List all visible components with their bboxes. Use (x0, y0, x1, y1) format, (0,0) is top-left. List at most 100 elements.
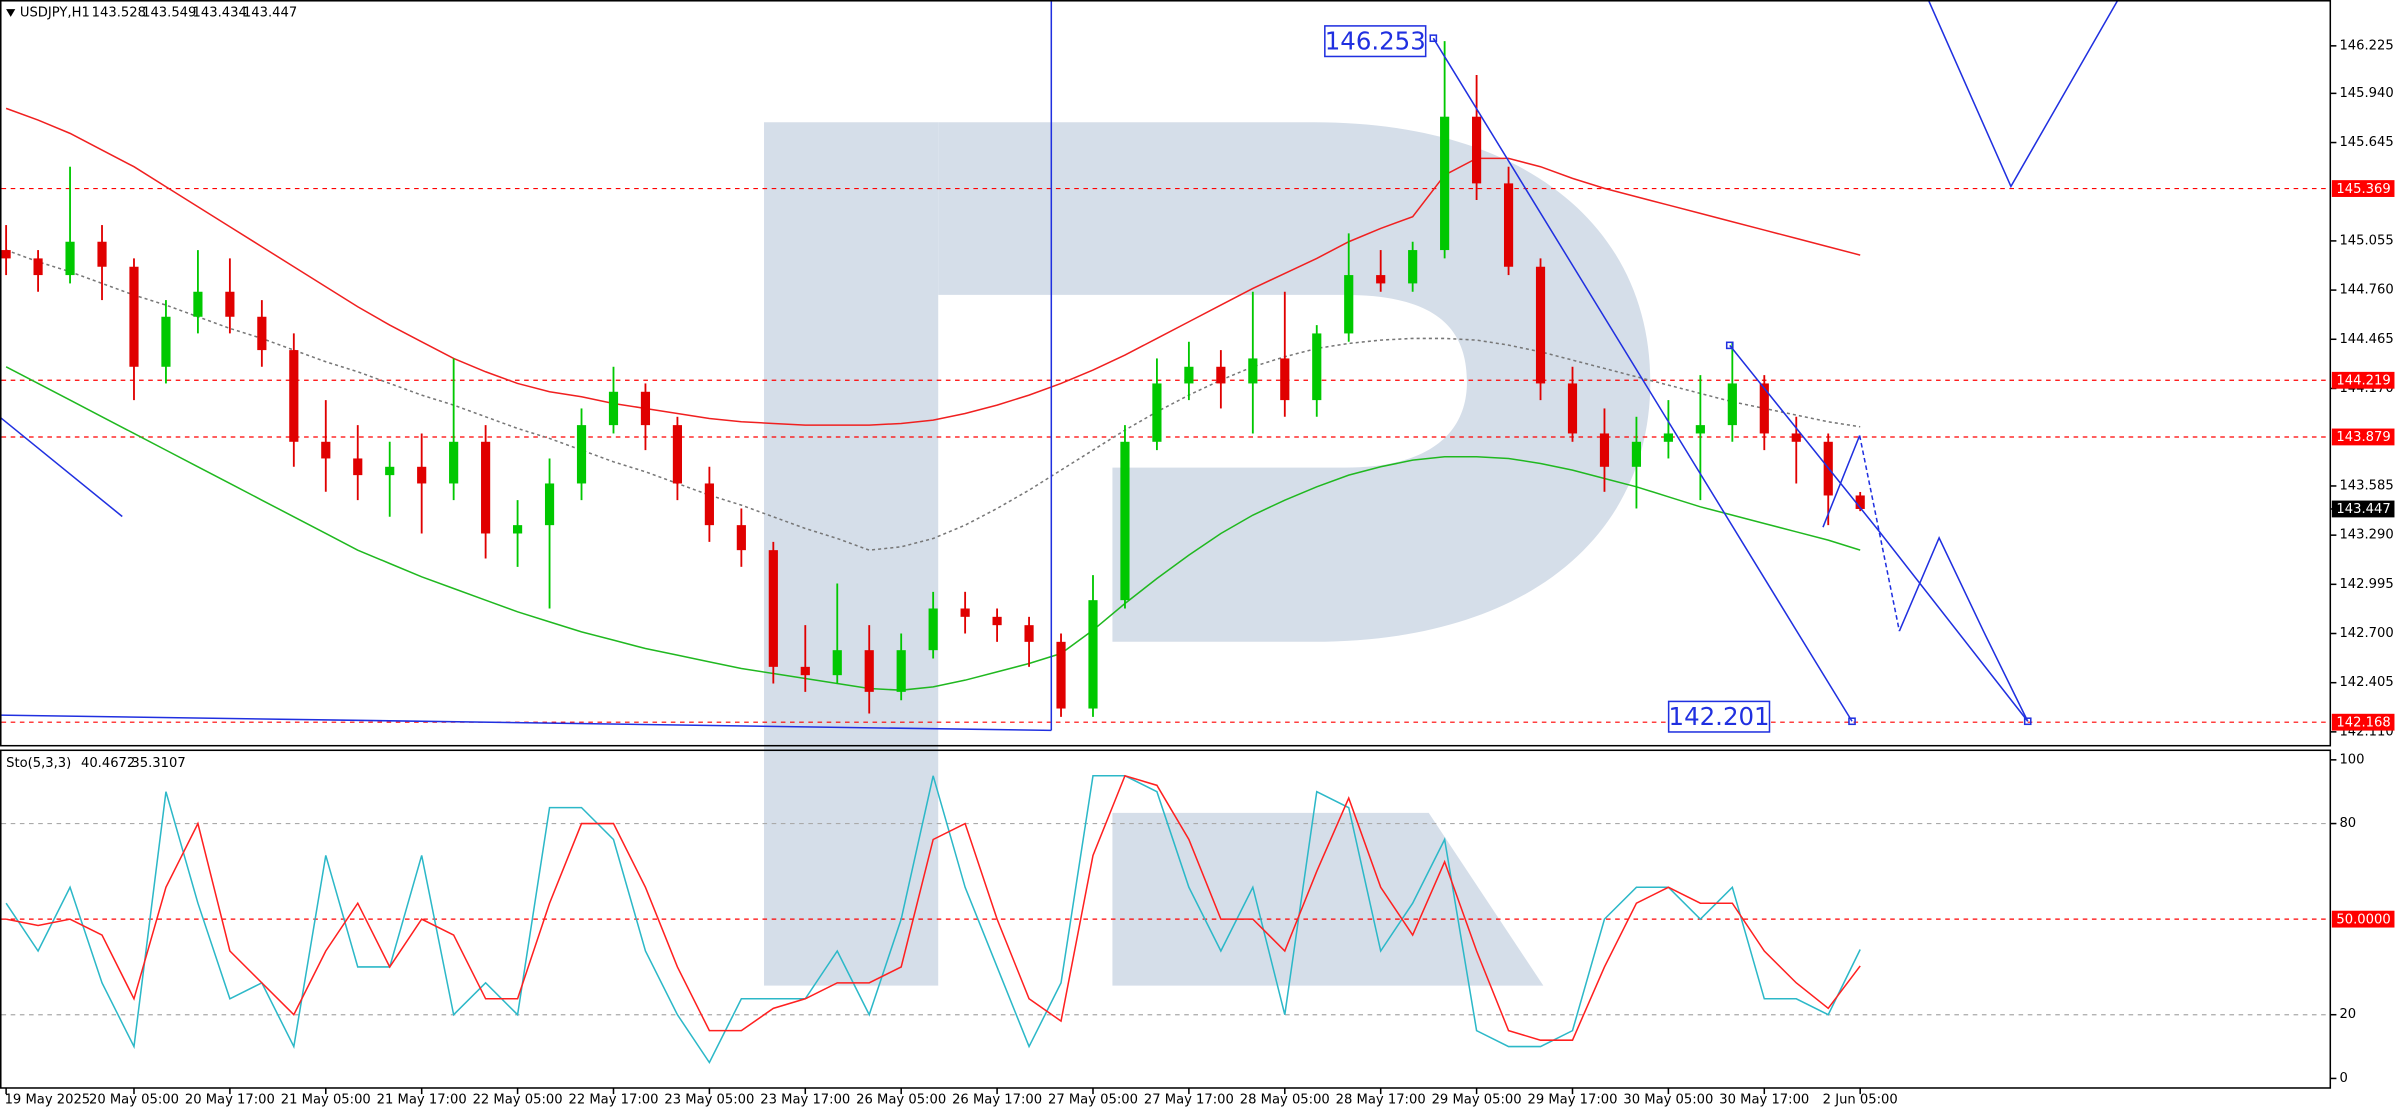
y-tick-label: 146.225 (2339, 38, 2393, 53)
trend-line (0, 714, 1052, 732)
y-tick-label: 144.465 (2339, 332, 2393, 347)
x-tick-label: 19 May 2025 (5, 1093, 91, 1108)
candle-body (1248, 358, 1258, 384)
candle-body (193, 291, 203, 317)
candle-body (33, 258, 43, 276)
y-tick-label: 143.290 (2339, 528, 2393, 543)
x-tick-label: 23 May 17:00 (760, 1093, 850, 1108)
indicator-title: Sto(5,3,3) (6, 756, 71, 771)
price-annotation-box (1324, 25, 1427, 58)
candle-body (1, 250, 11, 259)
ohlc-high: 143.549 (142, 5, 196, 20)
candle-body (1184, 366, 1194, 384)
x-tick-label: 27 May 05:00 (1048, 1093, 1138, 1108)
x-tick-label: 28 May 17:00 (1336, 1093, 1426, 1108)
main-pane-frame (0, 0, 2332, 747)
y-tick-label: 144.760 (2339, 283, 2393, 298)
trend-line (1729, 344, 2029, 722)
candle-body (257, 316, 267, 351)
candle-body (896, 650, 906, 692)
candle-body (1503, 183, 1514, 267)
trend-line (1432, 37, 1853, 722)
candle-body (1344, 275, 1354, 334)
candle-body (97, 241, 107, 267)
candle-body (1855, 495, 1865, 509)
stochastic-pane-frame (0, 749, 2332, 1089)
level-tag-label: 142.168 (2336, 715, 2390, 730)
candle-body (481, 441, 491, 534)
projection-line (1898, 536, 2029, 722)
candle-body (864, 650, 874, 692)
level-tag (2331, 180, 2395, 197)
candle-body (321, 441, 331, 459)
candle-body (544, 483, 555, 526)
level-tag (2331, 910, 2395, 928)
x-tick-label: 29 May 05:00 (1432, 1093, 1522, 1108)
ohlc-low: 143.434 (193, 5, 247, 20)
candle-body (449, 441, 459, 484)
ohlc-open: 143.528 (92, 5, 146, 20)
candle-body (1599, 433, 1610, 467)
candle-body (800, 666, 810, 676)
x-tick-label: 21 May 17:00 (377, 1093, 467, 1108)
candle-body (1631, 441, 1642, 467)
candle-body (672, 425, 683, 484)
level-tag-label: 145.369 (2336, 182, 2390, 197)
candle-body (1759, 383, 1769, 434)
level-tag-label: 143.879 (2336, 430, 2390, 445)
y-tick-label: 142.405 (2339, 675, 2393, 690)
x-tick-label: 20 May 17:00 (185, 1093, 275, 1108)
anchor-point (1848, 717, 1856, 726)
moving-average (5, 366, 1861, 691)
y-tick-label: 145.645 (2339, 135, 2393, 150)
level-tag-label: 144.219 (2336, 374, 2390, 389)
y-tick-label: 145.940 (2339, 86, 2393, 101)
candle-body (1376, 275, 1386, 284)
symbol-title: USDJPY,H1 (20, 5, 90, 20)
candle-body (576, 425, 587, 484)
level-tag (2331, 371, 2395, 389)
candle-body (1280, 358, 1290, 401)
candle-body (1312, 333, 1322, 401)
candle-body (608, 391, 619, 426)
level-tag-label: 50.0000 (2336, 912, 2390, 927)
x-tick-label: 2 Jun 05:00 (1823, 1093, 1898, 1108)
ohlc-close: 143.447 (243, 5, 297, 20)
x-tick-label: 30 May 17:00 (1719, 1093, 1809, 1108)
projection-line (1822, 435, 1861, 528)
moving-average (5, 107, 1861, 426)
candle-body (1440, 116, 1450, 251)
candle-body (928, 608, 938, 651)
anchor-point (1429, 34, 1438, 43)
y-tick-label: 0 (2339, 1071, 2347, 1086)
y-tick-label: 145.055 (2339, 233, 2393, 248)
anchor-point (1725, 341, 1734, 350)
projection-line (1858, 435, 1901, 632)
level-tag (2331, 713, 2395, 731)
candle-body (385, 466, 395, 476)
menu-arrow[interactable] (6, 9, 16, 17)
moving-average (5, 249, 1861, 551)
candle-body (1535, 266, 1546, 384)
y-tick-label: 142.995 (2339, 577, 2393, 592)
candle-body (225, 291, 235, 317)
price-annotation: 146.253 (1325, 27, 1426, 56)
indicator-line (5, 775, 1861, 1065)
candle-body (289, 350, 299, 442)
x-tick-label: 20 May 05:00 (89, 1093, 179, 1108)
y-tick-label: 80 (2339, 816, 2356, 831)
watermark-bowl (938, 122, 1651, 642)
indicator-line (5, 774, 1861, 1041)
price-annotation: 142.201 (1669, 702, 1770, 731)
candle-body (129, 266, 139, 367)
x-tick-label: 26 May 05:00 (856, 1093, 946, 1108)
y-tick-label: 20 (2339, 1007, 2356, 1022)
x-tick-label: 29 May 17:00 (1527, 1093, 1617, 1108)
candle-body (513, 525, 523, 534)
candle-body (1791, 433, 1801, 442)
watermark-stem (764, 122, 939, 986)
price-annotation-box (1667, 700, 1771, 733)
x-tick-label: 30 May 05:00 (1623, 1093, 1713, 1108)
candle-body (992, 616, 1002, 626)
y-tick-label: 143.585 (2339, 478, 2393, 493)
